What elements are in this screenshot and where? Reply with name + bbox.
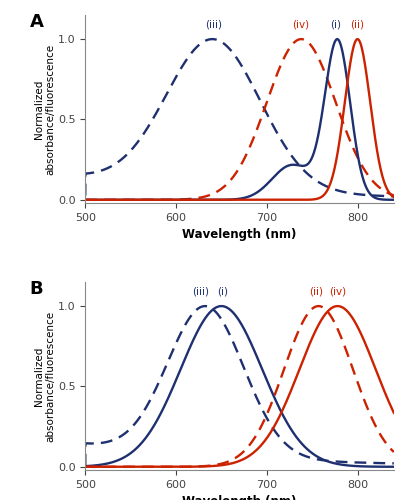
Text: (i): (i) bbox=[216, 286, 227, 296]
Y-axis label: Normalized
absorbance/fluorescence: Normalized absorbance/fluorescence bbox=[34, 44, 55, 174]
Text: B: B bbox=[30, 280, 43, 298]
X-axis label: Wavelength (nm): Wavelength (nm) bbox=[182, 496, 296, 500]
Text: (ii): (ii) bbox=[350, 20, 364, 30]
Y-axis label: Normalized
absorbance/fluorescence: Normalized absorbance/fluorescence bbox=[34, 310, 55, 442]
X-axis label: Wavelength (nm): Wavelength (nm) bbox=[182, 228, 296, 241]
Text: (iv): (iv) bbox=[328, 286, 345, 296]
Text: (iv): (iv) bbox=[291, 20, 308, 30]
Text: (i): (i) bbox=[329, 20, 340, 30]
Text: (iii): (iii) bbox=[204, 20, 221, 30]
Text: (iii): (iii) bbox=[192, 286, 209, 296]
Text: (ii): (ii) bbox=[308, 286, 322, 296]
Text: A: A bbox=[30, 13, 43, 31]
